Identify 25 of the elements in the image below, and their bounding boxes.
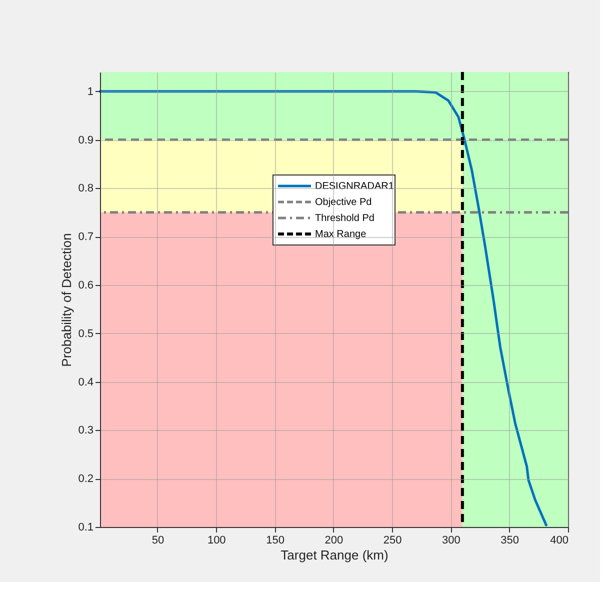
x-tick-label: 150 bbox=[266, 534, 284, 546]
y-tick-label: 0.2 bbox=[78, 473, 94, 486]
y-tick-label: 0.7 bbox=[78, 231, 94, 244]
y-tick-label: 0.5 bbox=[78, 328, 94, 340]
line-series bbox=[98, 90, 548, 526]
y-tick-label: 0.4 bbox=[78, 376, 94, 388]
legend-label: DESIGNRADAR1 bbox=[315, 181, 394, 192]
x-tick-label: 300 bbox=[442, 534, 460, 546]
y-tick-label: 0.1 bbox=[78, 522, 94, 534]
y-tick-label: 0.9 bbox=[78, 134, 94, 146]
x-tick-label: 50 bbox=[152, 534, 164, 546]
ref-line-label: Max Range bbox=[315, 229, 367, 240]
x-tick-label: 350 bbox=[500, 534, 520, 546]
legend-label: Objective Pd bbox=[315, 197, 372, 208]
x-tick-label: 200 bbox=[324, 534, 344, 546]
y-tick-label: 0.8 bbox=[78, 182, 94, 195]
ref-line-label: Threshold Pd bbox=[315, 213, 374, 224]
y-tick-label: 0.6 bbox=[78, 279, 94, 292]
y-tick-label: 0.3 bbox=[78, 424, 94, 437]
x-tick-label: 100 bbox=[207, 534, 226, 546]
x-tick-label: 250 bbox=[383, 534, 402, 546]
x-tick-label: 400 bbox=[550, 534, 568, 546]
y-axis-title: Probability of Detection bbox=[59, 233, 74, 367]
x-axis-title: Target Range (km) bbox=[280, 548, 388, 562]
y-tick-label: 1 bbox=[87, 86, 94, 98]
